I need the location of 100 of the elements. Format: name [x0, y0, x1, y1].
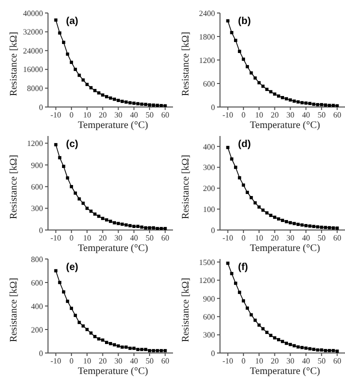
y-tick-label: 1200 [199, 276, 215, 286]
point [246, 190, 249, 194]
x-tick-label: 0 [241, 356, 246, 366]
annotation: (c) [66, 139, 78, 150]
point [336, 226, 339, 230]
point [288, 221, 292, 224]
x-tick-label: 30 [114, 356, 122, 366]
point [136, 224, 140, 228]
point [101, 338, 104, 342]
y-tick-label: 200 [203, 184, 215, 194]
x-tick-label: -10 [50, 234, 62, 243]
point [78, 74, 81, 77]
y-tick-label: 300 [203, 163, 215, 172]
y-tick-label: 400 [31, 302, 43, 311]
x-tick-label: 60 [333, 234, 342, 243]
x-tick-label: 10 [83, 110, 92, 120]
point [164, 226, 167, 230]
point [140, 348, 144, 352]
point [308, 224, 312, 228]
x-tick-label: 50 [146, 356, 154, 366]
point [273, 336, 276, 340]
y-axis-title: Resistance [kΩ] [8, 154, 20, 220]
x-tick-label: 50 [318, 356, 326, 366]
point [261, 84, 265, 88]
point [250, 313, 253, 316]
point [66, 300, 70, 303]
point [74, 68, 77, 71]
x-tick-label: 40 [130, 234, 138, 243]
y-axis-title: Resistance [kΩ] [180, 278, 192, 342]
point [97, 337, 100, 340]
point [238, 176, 242, 180]
y-axis-title: Resistance [kΩ] [180, 154, 192, 220]
point [273, 92, 276, 96]
point [140, 226, 144, 229]
point [152, 349, 156, 352]
y-axis-title: Resistance [kΩ] [8, 32, 20, 96]
annotation: (d) [238, 139, 251, 150]
x-tick-label: 10 [255, 110, 264, 120]
point [336, 350, 339, 353]
point [97, 214, 100, 218]
point [82, 324, 85, 328]
y-tick-label: 600 [203, 312, 215, 322]
y-axis-title: Resistance [kΩ] [8, 278, 20, 342]
point [112, 343, 116, 346]
y-tick-label: 1800 [199, 32, 215, 42]
point [316, 225, 320, 228]
point [250, 71, 253, 75]
point [320, 103, 324, 106]
x-tick-label: 30 [114, 110, 122, 120]
point [226, 19, 230, 22]
annotation: (e) [66, 262, 78, 273]
point [312, 102, 316, 106]
point [288, 98, 292, 102]
point [148, 226, 152, 230]
y-tick-label: 24000 [23, 46, 43, 56]
point [230, 272, 234, 276]
point [269, 90, 272, 94]
point [74, 192, 77, 195]
point [332, 104, 335, 107]
y-tick-label: 600 [203, 79, 215, 88]
point [74, 314, 77, 317]
x-tick-label: 20 [270, 234, 279, 243]
x-tick-label: 20 [270, 110, 279, 120]
point [269, 334, 272, 338]
point [242, 58, 246, 61]
point [242, 299, 246, 302]
point [128, 346, 132, 350]
point [246, 65, 249, 68]
y-tick-label: 0 [39, 348, 43, 358]
point [254, 201, 257, 204]
point [234, 282, 238, 285]
y-tick-label: 600 [31, 278, 43, 288]
point [288, 342, 292, 346]
y-tick-label: 800 [31, 254, 43, 264]
x-axis-title: Temperature (°C) [76, 366, 150, 377]
point [292, 222, 296, 226]
y-tick-label: 8000 [27, 84, 43, 94]
point [108, 220, 112, 223]
point [116, 222, 120, 226]
y-tick-label: 0 [39, 226, 43, 235]
y-tick-label: 0 [211, 348, 215, 358]
x-tick-label: 30 [114, 234, 122, 243]
point [140, 102, 144, 106]
x-axis-title: Temperature (°C) [248, 243, 322, 254]
point [284, 97, 288, 100]
point [104, 95, 108, 98]
x-tick-label: 60 [161, 110, 170, 120]
x-tick-label: 10 [255, 356, 264, 366]
annotation: (b) [238, 16, 251, 27]
x-tick-label: 10 [255, 234, 264, 243]
point [116, 344, 120, 348]
y-tick-label: 0 [39, 102, 43, 112]
point [276, 338, 280, 342]
x-tick-label: 0 [69, 110, 74, 120]
point [120, 222, 124, 226]
x-tick-label: 60 [161, 356, 170, 366]
point [332, 226, 335, 230]
point [78, 320, 81, 324]
x-tick-label: -10 [222, 234, 234, 243]
point [144, 102, 148, 106]
